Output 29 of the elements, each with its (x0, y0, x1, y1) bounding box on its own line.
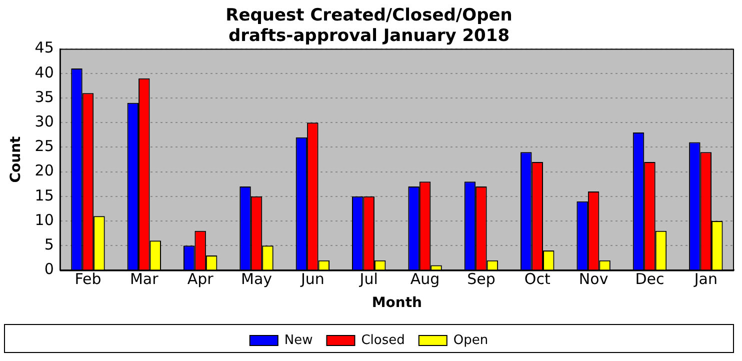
x-tick-label: Sep (467, 270, 496, 288)
y-tick-label: 45 (34, 38, 54, 57)
y-tick-label: 30 (34, 112, 54, 130)
legend-label: Closed (361, 332, 405, 348)
y-axis-title: Count (8, 136, 24, 183)
y-tick-label: 25 (34, 137, 54, 156)
x-tick-label: Apr (187, 270, 214, 288)
y-tick-label: 15 (34, 186, 54, 204)
y-tick-label: 20 (34, 162, 54, 180)
y-tick-label: 40 (34, 63, 54, 82)
x-tick-label: Jul (358, 270, 378, 288)
x-tick-label: Aug (410, 270, 440, 288)
y-tick-label: 10 (34, 210, 54, 229)
y-tick-label: 0 (44, 260, 54, 278)
x-tick-label: Feb (74, 270, 102, 288)
x-axis-title: Month (372, 295, 422, 312)
x-tick-label: Nov (578, 270, 608, 288)
text: drafts-approval January 2018 (228, 26, 510, 46)
legend-label: Open (453, 332, 488, 348)
x-tick-label: Dec (635, 270, 664, 288)
x-tick-label: Jun (300, 270, 324, 288)
x-tick-label: May (240, 270, 272, 288)
y-tick-label: 5 (44, 235, 54, 254)
text: Request Created/Closed/Open (226, 6, 512, 26)
legend-label: New (284, 332, 314, 348)
x-tick-label: Jan (693, 270, 718, 288)
x-tick-label: Mar (130, 270, 160, 288)
y-tick-label: 35 (34, 88, 54, 106)
x-tick-label: Oct (524, 270, 550, 288)
